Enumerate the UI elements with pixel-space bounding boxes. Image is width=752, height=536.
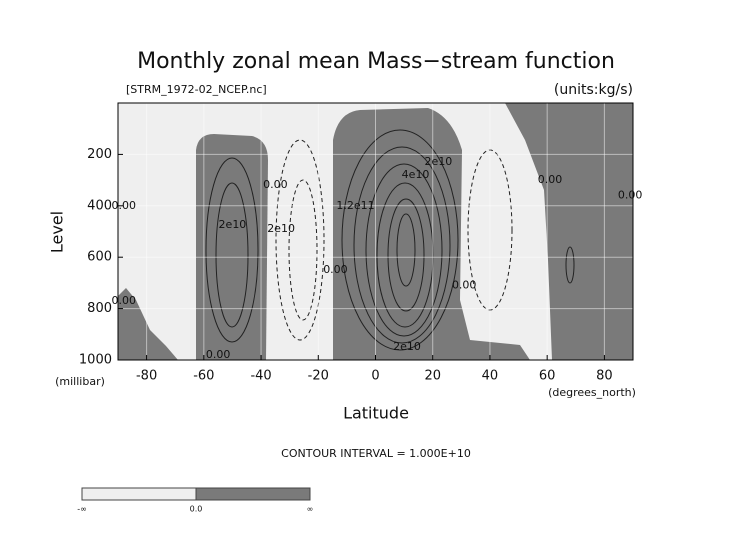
colorbar-high (195, 487, 311, 501)
colorbar-low (81, 487, 197, 501)
contour-label: 4e10 (402, 168, 430, 181)
colorbar-label: -∞ (77, 505, 87, 514)
x-tick-label: 40 (482, 369, 499, 384)
x-tick-label: 0 (371, 369, 379, 384)
contour-label: 0.00 (538, 173, 563, 186)
contour-label: 2e10 (425, 155, 453, 168)
contour-note: CONTOUR INTERVAL = 1.000E+10 (281, 447, 471, 460)
x-tick-label: -60 (193, 369, 214, 384)
colorbar-label: 0.0 (190, 505, 203, 514)
y-axis-label: Level (48, 211, 67, 253)
y-tick-label: 1000 (79, 353, 112, 368)
contour-label: 1.2e11 (336, 199, 374, 212)
colorbar (81, 487, 311, 501)
x-tick-label: 20 (424, 369, 441, 384)
contour-label: 0.00 (263, 178, 288, 191)
chart-title: Monthly zonal mean Mass−stream function (137, 49, 615, 74)
subtitle-left: [STRM_1972-02_NCEP.nc] (126, 83, 267, 96)
contour-label: 0.00 (111, 199, 136, 212)
y-tick-label: 400 (87, 198, 112, 213)
subtitle-right: (units:kg/s) (554, 82, 633, 98)
contour-label: 2e10 (219, 218, 247, 231)
x-axis-label: Latitude (343, 404, 409, 423)
contour-label: 0.00 (618, 189, 643, 202)
contour-label: 0.00 (452, 278, 477, 291)
x-tick-label: -40 (250, 369, 271, 384)
x-tick-label: 80 (596, 369, 613, 384)
y-axis-unit: (millibar) (55, 375, 105, 388)
x-tick-label: 60 (539, 369, 556, 384)
contour-label: 0.00 (206, 348, 231, 361)
x-tick-label: -20 (308, 369, 329, 384)
y-tick-label: 200 (87, 147, 112, 162)
y-tick-label: 800 (87, 301, 112, 316)
contour-label: 2e10 (267, 222, 295, 235)
x-axis-unit: (degrees_north) (548, 386, 636, 399)
colorbar-label: ∞ (307, 505, 314, 514)
contour-label: 2e10 (393, 340, 421, 353)
y-tick-label: 600 (87, 250, 112, 265)
x-tick-label: -80 (136, 369, 157, 384)
contour-label: 0.00 (323, 263, 348, 276)
contour-label: 0.00 (111, 294, 136, 307)
